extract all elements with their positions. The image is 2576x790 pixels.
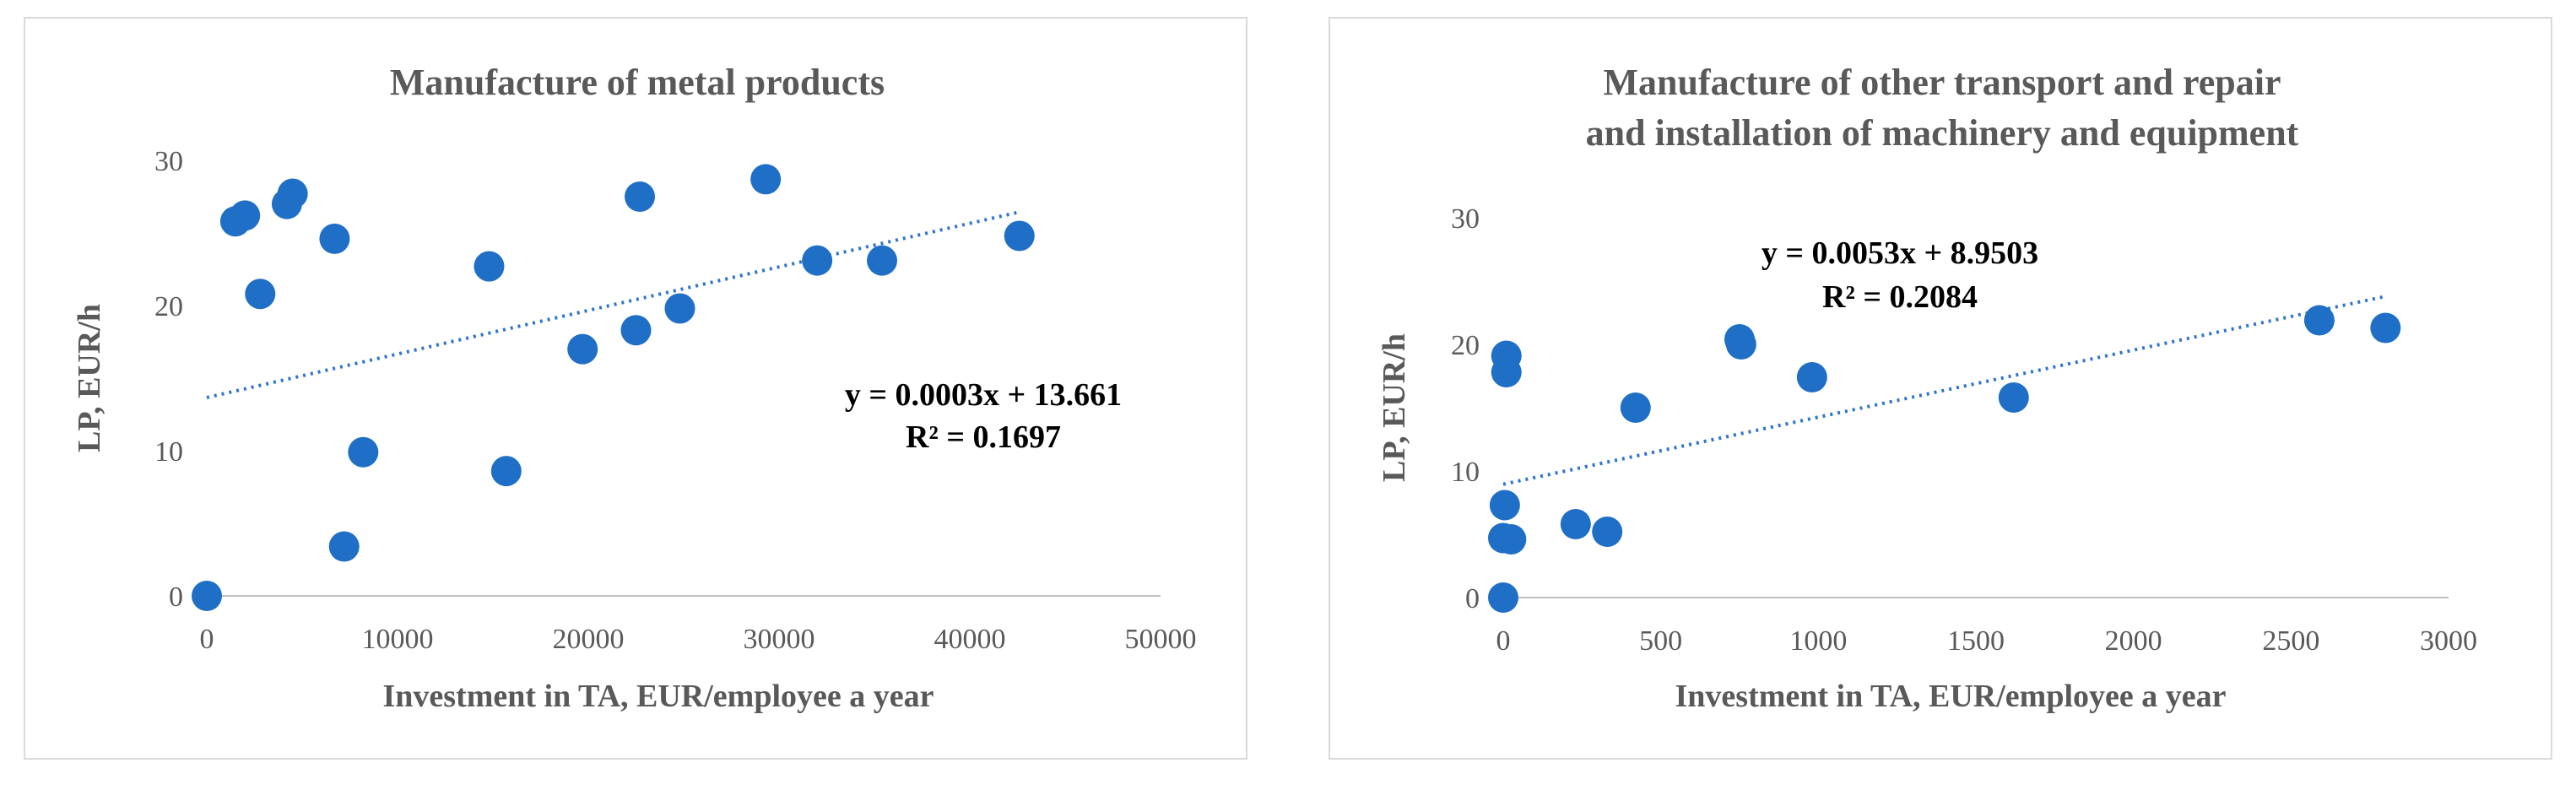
x-tick-label: 1000 bbox=[1789, 625, 1847, 657]
data-point bbox=[664, 293, 695, 324]
data-point bbox=[1796, 362, 1827, 392]
data-point bbox=[328, 531, 360, 562]
data-point bbox=[750, 164, 782, 195]
x-tick-label: 500 bbox=[1639, 625, 1682, 657]
data-point bbox=[1496, 524, 1527, 555]
trendline-r-squared: R² = 0.1697 bbox=[906, 419, 1061, 455]
data-point bbox=[1491, 340, 1522, 371]
trendline-equation: y = 0.0003x + 13.661 bbox=[845, 377, 1122, 413]
data-point bbox=[1489, 490, 1520, 521]
data-point bbox=[1592, 517, 1623, 547]
x-tick-label: 10000 bbox=[362, 624, 434, 655]
x-tick-label: 20000 bbox=[553, 624, 625, 655]
chart-panel-other-transport: Manufacture of other transport and repai… bbox=[1329, 17, 2552, 760]
data-point bbox=[230, 200, 261, 231]
x-tick-label: 50000 bbox=[1125, 624, 1197, 655]
y-tick-label: 0 bbox=[169, 582, 183, 613]
y-axis-label: LP, EUR/h bbox=[72, 304, 107, 452]
data-point bbox=[1488, 582, 1518, 613]
data-point bbox=[1725, 329, 1756, 360]
data-point bbox=[1620, 392, 1651, 423]
y-axis-label: LP, EUR/h bbox=[1377, 333, 1412, 482]
y-tick-label: 20 bbox=[1451, 330, 1480, 361]
trendline bbox=[1502, 295, 2386, 486]
chart-panel-metal-products: Manufacture of metal products 0 10 20 30 0 100… bbox=[24, 17, 1247, 760]
x-axis-label: Investment in TA, EUR/employee a year bbox=[1675, 679, 2227, 714]
data-point bbox=[348, 436, 379, 468]
data-point bbox=[802, 245, 833, 276]
trendline-equation: y = 0.0053x + 8.9503 bbox=[1762, 235, 2038, 271]
data-point bbox=[1004, 220, 1035, 252]
x-tick-label: 30000 bbox=[744, 624, 815, 655]
data-point bbox=[2370, 312, 2401, 344]
y-tick-label: 20 bbox=[154, 291, 183, 322]
data-point bbox=[867, 245, 898, 276]
x-tick-label: 0 bbox=[1496, 625, 1511, 657]
x-tick-label: 2500 bbox=[2262, 625, 2319, 657]
scatter-chart-other-transport: Manufacture of other transport and repai… bbox=[1377, 62, 2477, 714]
data-point bbox=[192, 581, 222, 611]
y-tick-label: 30 bbox=[154, 146, 183, 177]
data-point bbox=[277, 178, 308, 209]
y-tick-label: 0 bbox=[1465, 583, 1480, 614]
data-point bbox=[2303, 305, 2335, 336]
data-point bbox=[319, 223, 350, 254]
x-tick-label: 1500 bbox=[1947, 625, 2005, 657]
x-axis-label: Investment in TA, EUR/employee a year bbox=[383, 679, 934, 714]
trendline-r-squared: R² = 0.2084 bbox=[1822, 279, 1978, 315]
chart-title: Manufacture of other transport and repai… bbox=[1604, 62, 2281, 103]
y-tick-label: 30 bbox=[1451, 203, 1480, 235]
x-tick-label: 2000 bbox=[2105, 625, 2162, 657]
scatter-chart-metal-products: Manufacture of metal products 0 10 20 30 0 100… bbox=[72, 62, 1197, 714]
data-point bbox=[1998, 382, 2029, 413]
y-tick-label: 10 bbox=[154, 436, 183, 468]
data-point bbox=[490, 456, 522, 487]
x-tick-label: 0 bbox=[200, 624, 214, 655]
data-point bbox=[474, 251, 505, 282]
y-tick-label: 10 bbox=[1451, 457, 1480, 488]
data-point bbox=[1560, 509, 1591, 539]
x-tick-label: 3000 bbox=[2420, 625, 2477, 657]
trendline bbox=[206, 210, 1020, 399]
chart-title: Manufacture of metal products bbox=[390, 62, 885, 103]
x-tick-label: 40000 bbox=[934, 624, 1006, 655]
chart-title: and installation of machinery and equipm… bbox=[1586, 112, 2299, 154]
data-point bbox=[245, 279, 276, 310]
data-point bbox=[620, 315, 652, 346]
data-point bbox=[625, 181, 656, 212]
data-point bbox=[567, 333, 598, 365]
